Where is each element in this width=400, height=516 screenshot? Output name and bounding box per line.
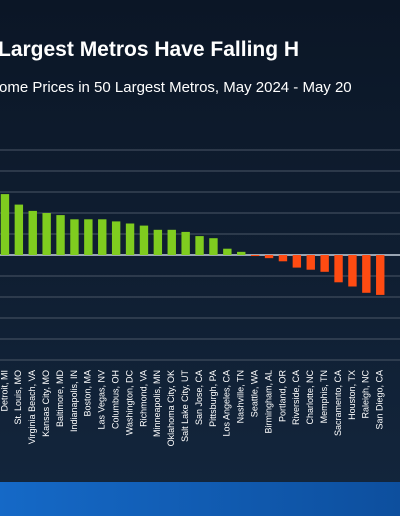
bar — [334, 255, 343, 283]
x-tick-label: Kansas City, MO — [41, 370, 51, 437]
bar — [153, 229, 163, 255]
bar — [264, 255, 274, 259]
x-tick-label: Baltimore, MD — [55, 370, 65, 428]
x-tick-label: Birmingham, AL — [263, 370, 273, 434]
bar — [195, 236, 204, 255]
bar — [84, 219, 93, 255]
bar — [98, 219, 107, 255]
x-tick-label: San Diego, CA — [375, 370, 385, 430]
bar — [362, 255, 371, 293]
x-tick-label: Washington, DC — [124, 370, 134, 436]
x-tick-label: Nashville, TN — [236, 370, 246, 423]
x-tick-label: Detroit, MI — [0, 370, 9, 412]
bar — [181, 231, 190, 255]
x-tick-label: Houston, TX — [347, 370, 357, 420]
chart-title: Largest Metros Have Falling H — [0, 38, 299, 61]
chart-subtitle: ome Prices in 50 Largest Metros, May 202… — [0, 79, 352, 96]
x-tick-label: Columbus, OH — [111, 370, 121, 429]
x-tick-label: Indianapolis, IN — [69, 370, 79, 432]
bar — [320, 255, 329, 272]
x-tick-label: Portland, OR — [277, 370, 287, 423]
bar — [209, 238, 218, 255]
bar — [56, 215, 65, 255]
x-tick-label: Riverside, CA — [291, 370, 301, 425]
x-tick-label: Seattle, WA — [250, 370, 260, 417]
bar — [223, 248, 232, 255]
bar — [70, 219, 79, 255]
bar — [348, 255, 357, 287]
x-tick-label: Raleigh, NC — [361, 370, 371, 419]
x-tick-label: Oklahoma City, OK — [166, 370, 176, 446]
x-tick-label: Pittsburgh, PA — [208, 370, 218, 427]
x-tick-label: Las Vegas, NV — [97, 370, 107, 430]
x-tick-label: Minneapolis, MN — [152, 370, 162, 437]
bar — [111, 221, 121, 255]
bar — [125, 223, 135, 255]
bar — [237, 251, 246, 255]
bar — [0, 194, 10, 255]
bar — [14, 204, 24, 255]
bar — [28, 210, 37, 255]
x-tick-label: Sacramento, CA — [333, 370, 343, 436]
x-tick-label: Memphis, TN — [319, 370, 329, 423]
bar — [306, 255, 315, 270]
x-tick-label: Los Angeles, CA — [222, 370, 232, 437]
bar — [42, 213, 51, 255]
bar — [139, 225, 149, 255]
x-tick-label: Richmond, VA — [138, 370, 148, 427]
footer-band — [0, 482, 400, 516]
x-tick-label: Boston, MA — [83, 370, 93, 417]
bar — [292, 255, 302, 268]
bar — [376, 255, 385, 295]
x-tick-label: Charlotte, NC — [305, 370, 315, 425]
x-tick-label: Salt Lake City, UT — [180, 370, 190, 442]
bar — [167, 229, 176, 255]
bar — [278, 255, 288, 262]
x-tick-label: Virginia Beach, VA — [27, 370, 37, 444]
x-tick-label: San Jose, CA — [194, 370, 204, 425]
x-tick-label: St. Louis, MO — [13, 370, 23, 425]
bar — [250, 255, 260, 257]
